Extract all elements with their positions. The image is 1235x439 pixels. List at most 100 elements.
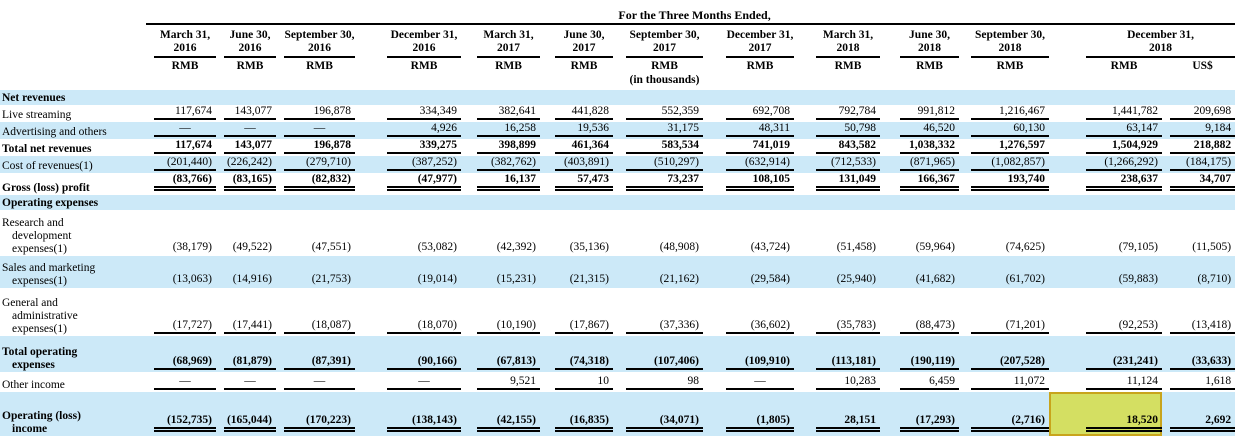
value-cell: (632,914)	[703, 156, 794, 173]
row-label-line: expenses(1)	[12, 323, 67, 335]
value-line: (2,716)	[971, 414, 1049, 432]
value-line: 131,049	[816, 173, 880, 191]
note-spacer	[794, 74, 880, 90]
value-cell	[794, 195, 880, 210]
value-line: (10,190)	[477, 319, 540, 334]
value-line: (632,914)	[726, 156, 794, 171]
value-line: (88,473)	[900, 319, 959, 334]
value-line: 98	[626, 375, 703, 390]
value-cell	[613, 90, 703, 105]
value-cell: (61,702)	[959, 256, 1049, 288]
cell-value: (510,297)	[653, 156, 699, 168]
value-line: (83,165)	[224, 173, 276, 191]
value-line: (17,867)	[555, 319, 613, 334]
value-cell: (36,602)	[703, 288, 794, 336]
row-label-line: development	[12, 230, 72, 242]
cell-value: (53,082)	[417, 241, 457, 253]
label-column-spacer	[0, 74, 146, 90]
value-cell: 196,878	[276, 139, 355, 156]
cell-value: (184,175)	[1186, 156, 1232, 168]
table-title: For the Three Months Ended,	[146, 0, 1235, 25]
cell-value: 98	[687, 375, 700, 387]
table-row: Gross (loss) profit (83,766) (83,165) (82,8…	[0, 173, 1235, 195]
value-cell: (712,533)	[794, 156, 880, 173]
value-line: (90,166)	[387, 355, 461, 370]
value-cell: (33,633)	[1162, 336, 1235, 372]
cell-value: (83,766)	[172, 173, 212, 185]
value-line: 34,707	[1170, 173, 1235, 191]
value-cell: (38,179)	[146, 210, 216, 256]
value-line: (871,965)	[900, 156, 959, 171]
value-cell: (21,162)	[613, 256, 703, 288]
value-cell: (35,136)	[540, 210, 613, 256]
value-cell: 16,137	[461, 173, 540, 195]
value-cell	[146, 90, 216, 105]
column-header-date-line2: 2016	[412, 42, 436, 54]
value-cell	[880, 195, 959, 210]
value-cell: (184,175)	[1162, 156, 1235, 173]
value-line: (43,724)	[726, 241, 794, 254]
column-header: December 31, 2016	[355, 24, 461, 58]
value-line: (13,063)	[154, 273, 216, 286]
cell-value: 28,151	[844, 414, 876, 426]
cell-value: 2,692	[1205, 414, 1232, 426]
value-cell: (71,201)	[959, 288, 1049, 336]
value-line: (8,710)	[1170, 273, 1235, 286]
column-header-date-line2: 2016	[238, 42, 262, 54]
value-cell	[540, 195, 613, 210]
cell-value: 16,137	[504, 173, 536, 185]
value-cell	[959, 195, 1049, 210]
value-cell: 57,473	[540, 173, 613, 195]
column-header-date-line2: 2017	[497, 42, 520, 54]
value-line: (712,533)	[816, 156, 880, 171]
unit-header: RMB	[306, 60, 333, 72]
value-line: 843,582	[816, 139, 880, 154]
value-cell: 19,536	[540, 122, 613, 139]
value-cell: (48,908)	[613, 210, 703, 256]
value-line: (21,753)	[284, 273, 355, 286]
value-cell: (42,392)	[461, 210, 540, 256]
value-line: (138,143)	[387, 414, 461, 432]
column-header-dates: September 30, 2017	[626, 29, 703, 58]
row-label-line: administrative	[12, 310, 78, 322]
value-line: —	[726, 375, 794, 390]
cell-value: (47,977)	[417, 173, 457, 185]
row-label-line: Gross (loss) profit	[2, 182, 90, 194]
cell-value: —	[418, 375, 430, 387]
value-cell	[461, 195, 540, 210]
unit-header: RMB	[171, 60, 199, 72]
cell-value: (37,336)	[659, 319, 699, 331]
value-line: (510,297)	[626, 156, 703, 171]
cell-value: 4,926	[431, 122, 457, 134]
value-cell: (16,835)	[540, 392, 613, 436]
value-cell: (201,440)	[146, 156, 216, 173]
column-header-date-line2: 2016	[173, 42, 197, 54]
value-cell	[216, 90, 276, 105]
value-cell: 60,130	[959, 122, 1049, 139]
value-line: 1,504,929	[1086, 139, 1162, 154]
cell-value: (712,533)	[830, 156, 876, 168]
value-line: —	[284, 122, 355, 137]
cell-value: 73,237	[667, 173, 699, 185]
value-cell: (59,883)	[1049, 256, 1162, 288]
value-cell: (67,813)	[461, 336, 540, 372]
value-cell	[1049, 90, 1162, 105]
value-line: (14,916)	[224, 273, 276, 286]
value-line: —	[224, 375, 276, 390]
column-header: September 30, 2016	[276, 24, 355, 58]
cell-value: (19,014)	[417, 273, 457, 285]
value-cell: 218,882	[1162, 139, 1235, 156]
cell-value: 238,637	[1120, 173, 1158, 185]
column-header-date-line1: March 31,	[822, 29, 874, 41]
column-header-dates: March 31, 2018	[816, 29, 880, 58]
value-line: (21,315)	[555, 273, 613, 286]
cell-value: —	[313, 375, 326, 387]
value-line: 218,882	[1170, 139, 1235, 154]
section-row: Operating expenses	[0, 195, 1235, 210]
value-cell: (14,916)	[216, 256, 276, 288]
cell-value: (42,392)	[496, 241, 536, 253]
value-cell: 334,349	[355, 105, 461, 122]
column-header-date-line2: 2017	[653, 42, 676, 54]
value-cell: (43,724)	[703, 210, 794, 256]
row-label: Live streaming	[0, 105, 146, 122]
